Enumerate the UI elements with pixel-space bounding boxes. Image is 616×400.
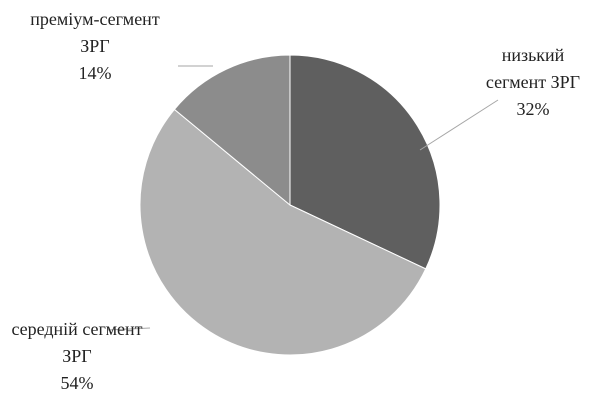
leader-line [419, 99, 499, 151]
pie-slice [173, 54, 291, 207]
category-label: преміум-сегмент ЗРГ [30, 9, 160, 56]
category-label: низький сегмент ЗРГ [485, 45, 581, 92]
slice-label: середній сегмент ЗРГ 54% [2, 316, 152, 397]
value-label: 54% [60, 373, 94, 393]
slice-label: низький сегмент ЗРГ 32% [478, 42, 588, 123]
category-label: середній сегмент ЗРГ [11, 319, 143, 366]
slice-label: преміум-сегмент ЗРГ 14% [30, 6, 160, 87]
value-label: 32% [516, 99, 550, 119]
pie-slice [289, 54, 441, 270]
pie-slice [139, 108, 427, 356]
leader-line [107, 327, 151, 331]
value-label: 14% [78, 63, 112, 83]
